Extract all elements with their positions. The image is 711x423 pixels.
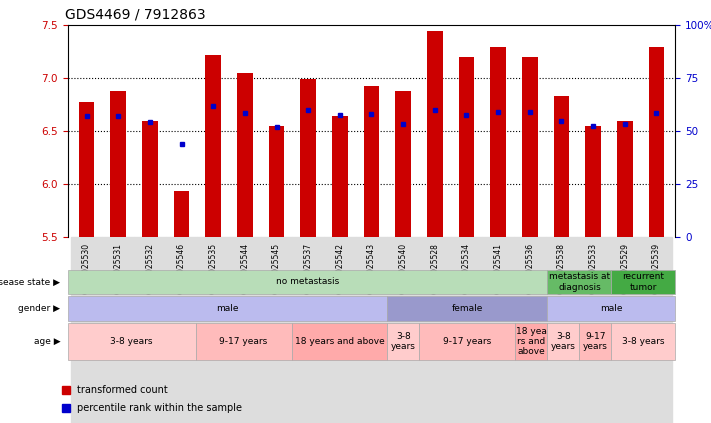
Bar: [547, 269, 611, 294]
Bar: [324, 237, 356, 423]
Bar: [269, 126, 284, 237]
Bar: [198, 237, 229, 423]
Bar: [554, 96, 570, 237]
Bar: [102, 237, 134, 423]
Text: 3-8 years: 3-8 years: [110, 337, 153, 346]
Bar: [617, 121, 633, 237]
Bar: [363, 86, 380, 237]
Bar: [611, 323, 675, 360]
Bar: [641, 237, 673, 423]
Bar: [459, 57, 474, 237]
Bar: [292, 323, 387, 360]
Text: GDS4469 / 7912863: GDS4469 / 7912863: [65, 8, 205, 22]
Bar: [387, 237, 419, 423]
Bar: [427, 31, 443, 237]
Bar: [205, 55, 221, 237]
Bar: [292, 237, 324, 423]
Bar: [648, 47, 664, 237]
Bar: [134, 237, 166, 423]
Bar: [110, 91, 126, 237]
Bar: [545, 237, 577, 423]
Bar: [237, 73, 253, 237]
Bar: [482, 237, 514, 423]
Bar: [173, 192, 189, 237]
Bar: [387, 296, 547, 321]
Text: male: male: [600, 304, 623, 313]
Bar: [577, 237, 609, 423]
Bar: [166, 237, 198, 423]
Bar: [70, 237, 102, 423]
Text: 9-17 years: 9-17 years: [444, 337, 491, 346]
Bar: [79, 102, 95, 237]
Text: 18 yea
rs and
above: 18 yea rs and above: [516, 327, 547, 357]
Bar: [585, 126, 601, 237]
Bar: [196, 323, 292, 360]
Bar: [514, 237, 545, 423]
Bar: [68, 323, 196, 360]
Text: metastasis at
diagnosis: metastasis at diagnosis: [549, 272, 610, 292]
Text: 18 years and above: 18 years and above: [294, 337, 385, 346]
Bar: [490, 47, 506, 237]
Text: gender ▶: gender ▶: [18, 304, 60, 313]
Text: no metastasis: no metastasis: [276, 277, 339, 286]
Bar: [356, 237, 387, 423]
Bar: [419, 237, 451, 423]
Bar: [68, 269, 547, 294]
Bar: [68, 296, 387, 321]
Text: 3-8 years: 3-8 years: [622, 337, 665, 346]
Bar: [300, 80, 316, 237]
Bar: [142, 121, 158, 237]
Bar: [522, 57, 538, 237]
Bar: [387, 323, 419, 360]
Bar: [229, 237, 261, 423]
Text: percentile rank within the sample: percentile rank within the sample: [77, 403, 242, 413]
Bar: [547, 296, 675, 321]
Bar: [547, 323, 579, 360]
Bar: [332, 116, 348, 237]
Text: 9-17
years: 9-17 years: [583, 332, 608, 351]
Text: 3-8
years: 3-8 years: [391, 332, 416, 351]
Bar: [611, 269, 675, 294]
Text: 9-17 years: 9-17 years: [220, 337, 267, 346]
Text: male: male: [216, 304, 239, 313]
Text: 3-8
years: 3-8 years: [551, 332, 576, 351]
Text: transformed count: transformed count: [77, 385, 168, 396]
Text: female: female: [451, 304, 483, 313]
Bar: [395, 91, 411, 237]
Text: age ▶: age ▶: [34, 337, 60, 346]
Bar: [579, 323, 611, 360]
Bar: [515, 323, 547, 360]
Bar: [609, 237, 641, 423]
Bar: [451, 237, 482, 423]
Text: disease state ▶: disease state ▶: [0, 277, 60, 286]
Bar: [261, 237, 292, 423]
Text: recurrent
tumor: recurrent tumor: [622, 272, 665, 292]
Bar: [419, 323, 515, 360]
